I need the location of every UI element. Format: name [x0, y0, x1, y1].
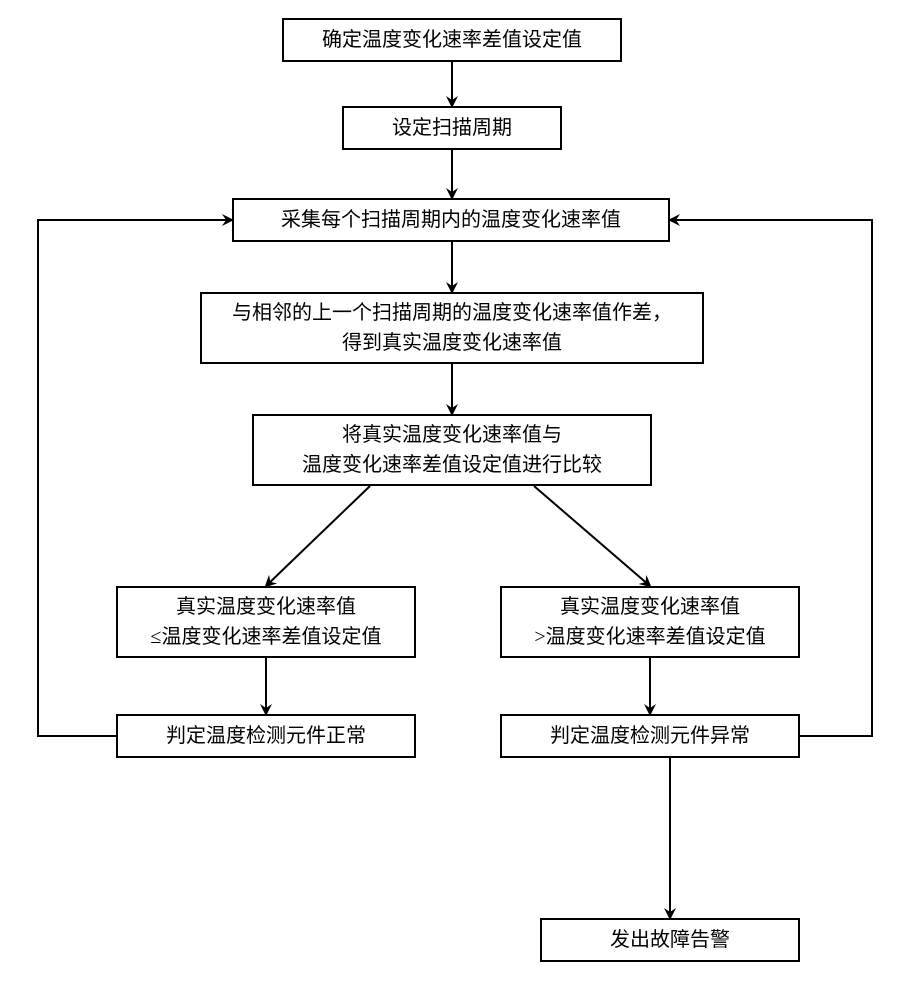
flowchart-node-n3: 采集每个扫描周期内的温度变化速率值 [232, 198, 670, 242]
flowchart-node-n8: 发出故障告警 [540, 918, 800, 962]
node-label: 将真实温度变化速率值与 温度变化速率差值设定值进行比较 [302, 420, 602, 480]
node-label: 判定温度检测元件正常 [166, 721, 366, 751]
node-label: 确定温度变化速率差值设定值 [322, 25, 582, 55]
flowchart-node-n4: 与相邻的上一个扫描周期的温度变化速率值作差， 得到真实温度变化速率值 [200, 292, 704, 364]
node-label: 发出故障告警 [610, 925, 730, 955]
edge-n5-n6a [266, 486, 370, 586]
node-label: 设定扫描周期 [392, 113, 512, 143]
flowchart-node-n7b: 判定温度检测元件异常 [500, 714, 800, 758]
node-label: 真实温度变化速率值 >温度变化速率差值设定值 [534, 592, 765, 652]
flowchart-node-n1: 确定温度变化速率差值设定值 [282, 18, 622, 62]
node-label: 真实温度变化速率值 ≤温度变化速率差值设定值 [151, 592, 382, 652]
node-label: 采集每个扫描周期内的温度变化速率值 [281, 205, 621, 235]
node-label: 与相邻的上一个扫描周期的温度变化速率值作差， 得到真实温度变化速率值 [232, 298, 672, 358]
flowchart-node-n6a: 真实温度变化速率值 ≤温度变化速率差值设定值 [116, 586, 416, 658]
edge-n5-n6b [534, 486, 650, 586]
flowchart-node-n6b: 真实温度变化速率值 >温度变化速率差值设定值 [500, 586, 800, 658]
flowchart-node-n7a: 判定温度检测元件正常 [116, 714, 416, 758]
node-label: 判定温度检测元件异常 [550, 721, 750, 751]
flowchart-node-n2: 设定扫描周期 [342, 106, 562, 150]
flowchart-node-n5: 将真实温度变化速率值与 温度变化速率差值设定值进行比较 [252, 414, 652, 486]
flowchart-edges [0, 0, 909, 1000]
